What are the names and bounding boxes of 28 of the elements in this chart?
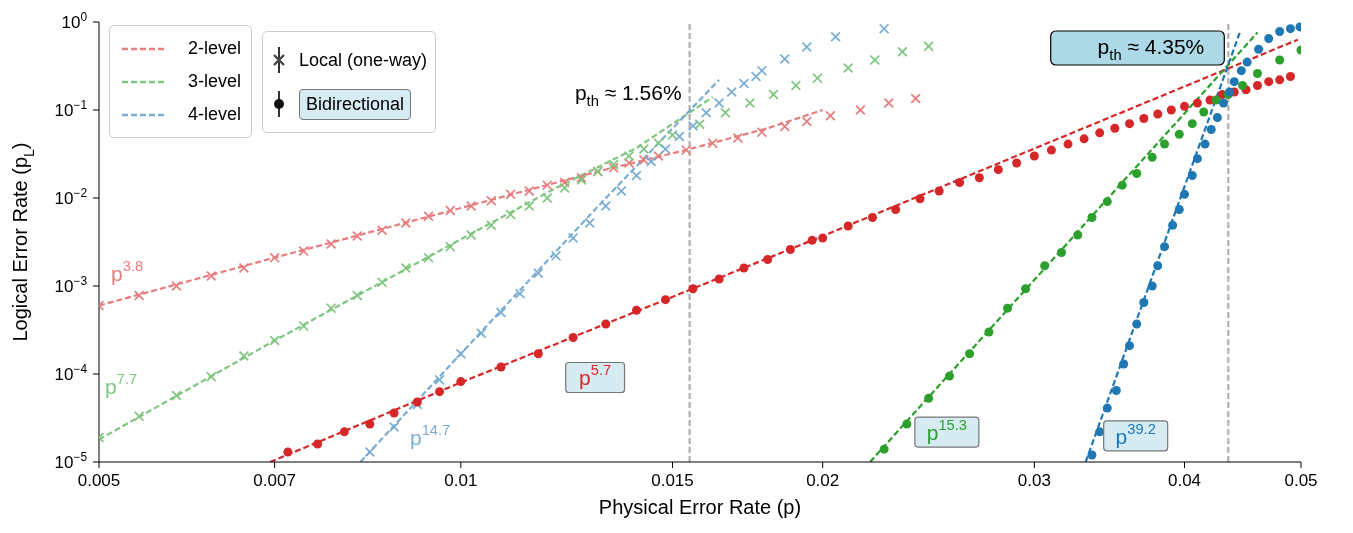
annotation: p$^{14.7}$ <box>409 421 451 449</box>
ref-line-label: p$_{th}$ ≈ 4.35% <box>1097 34 1205 63</box>
x-tick-label: 0.01 <box>444 471 478 490</box>
y-tick-label: 10$^{−1}$ <box>54 97 88 120</box>
annotation: Bidirectional <box>299 88 412 120</box>
y-tick-label: 10$^{−5}$ <box>54 449 88 472</box>
legend-label: 4-level <box>188 104 242 125</box>
x-tick-label: 0.05 <box>1284 471 1318 490</box>
y-tick-label: 10$^{−2}$ <box>54 185 88 208</box>
x-tick-label: 0.007 <box>253 471 296 490</box>
legend-label: 2-level <box>188 38 242 59</box>
annotation: Local (one-way) <box>299 49 428 71</box>
y-tick-label: 10$^{0}$ <box>61 9 88 32</box>
x-tick-label: 0.02 <box>806 471 840 490</box>
annotation: p$^{15.3}$ <box>926 416 967 444</box>
y-tick-label: 10$^{−3}$ <box>54 273 88 296</box>
annotation: p$^{3.8}$ <box>111 258 144 286</box>
ref-line-label: p$_{th}$ ≈ 1.56% <box>574 80 682 109</box>
annotation: p$^{39.2}$ <box>1115 420 1156 448</box>
x-tick-label: 0.005 <box>77 471 121 490</box>
x-tick-label: 0.015 <box>651 471 694 490</box>
annotation: p$^{5.7}$ <box>579 362 612 390</box>
y-tick-label: 10$^{−4}$ <box>54 361 88 384</box>
x-axis-title: Physical Error Rate (p) <box>598 496 802 518</box>
x-tick-label: 0.03 <box>1017 471 1051 490</box>
annotation: p$^{7.7}$ <box>105 371 138 398</box>
x-tick-label: 0.04 <box>1167 471 1202 490</box>
legend-label: 3-level <box>188 71 242 92</box>
